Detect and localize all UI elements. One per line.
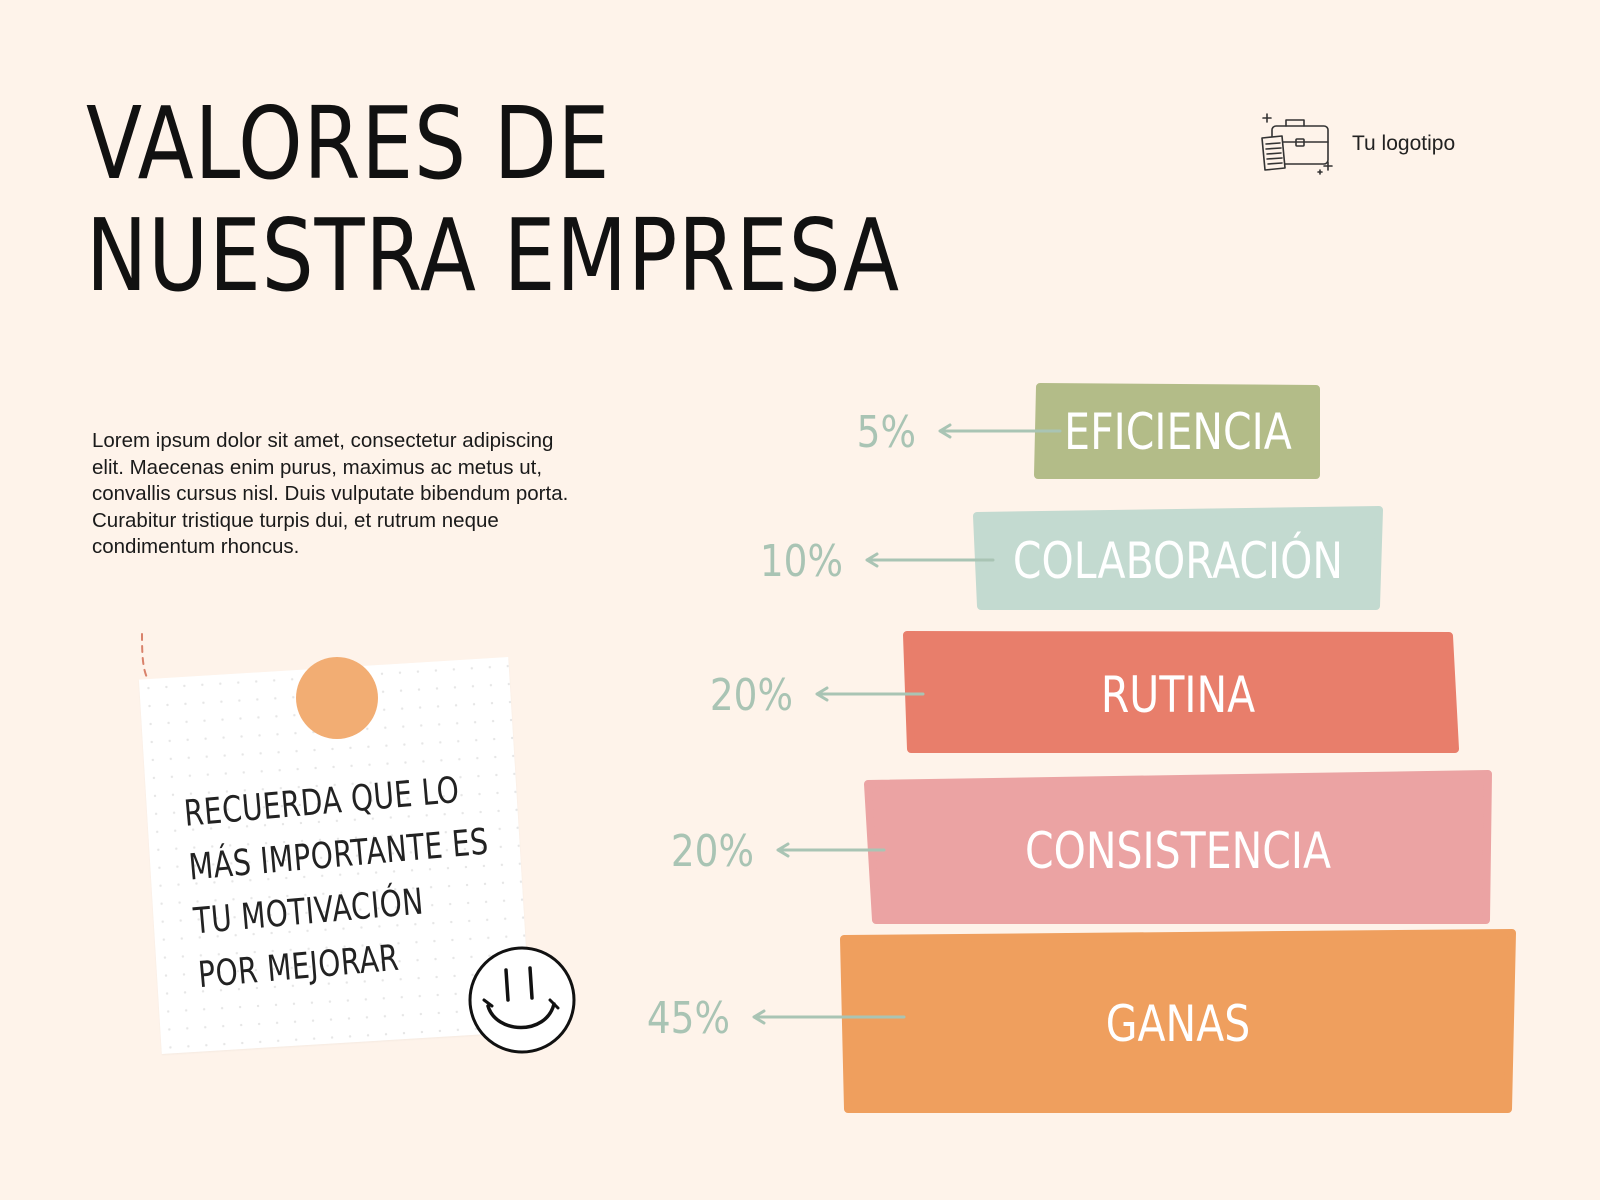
page-title-line-1: VALORES DE — [86, 85, 611, 202]
arrow-5 — [752, 1009, 906, 1025]
value-label-1: 5% — [857, 406, 916, 458]
arrow-3 — [815, 686, 925, 702]
bar-label-4: CONSISTENCIA — [1025, 822, 1331, 880]
value-label-4: 20% — [671, 825, 754, 877]
note-pin — [296, 657, 378, 739]
bar-label-3: RUTINA — [1101, 666, 1255, 724]
arrow-4 — [776, 842, 886, 858]
briefcase-icon — [1261, 113, 1333, 175]
page-title: VALORES DE NUESTRA EMPRESA — [86, 88, 900, 312]
bar-5 — [840, 929, 1516, 1113]
value-label-3: 20% — [710, 669, 793, 721]
bar-1 — [1034, 383, 1320, 479]
arrow-1 — [938, 423, 1062, 439]
value-label-2: 10% — [760, 535, 843, 587]
value-label-5: 45% — [647, 992, 730, 1044]
bar-label-5: GANAS — [1106, 995, 1251, 1053]
page-title-line-2: NUESTRA EMPRESA — [86, 197, 900, 314]
smiley-icon — [468, 946, 576, 1054]
logo: Tu logotipo — [1258, 112, 1455, 176]
bar-2 — [973, 506, 1383, 610]
bar-3 — [903, 631, 1459, 753]
arrow-2 — [865, 552, 995, 568]
body-paragraph: Lorem ipsum dolor sit amet, consectetur … — [92, 429, 569, 558]
bar-4 — [864, 770, 1492, 924]
bar-label-1: EFICIENCIA — [1064, 403, 1292, 461]
bar-label-2: COLABORACIÓN — [1013, 531, 1343, 590]
logo-text: Tu logotipo — [1352, 132, 1456, 155]
